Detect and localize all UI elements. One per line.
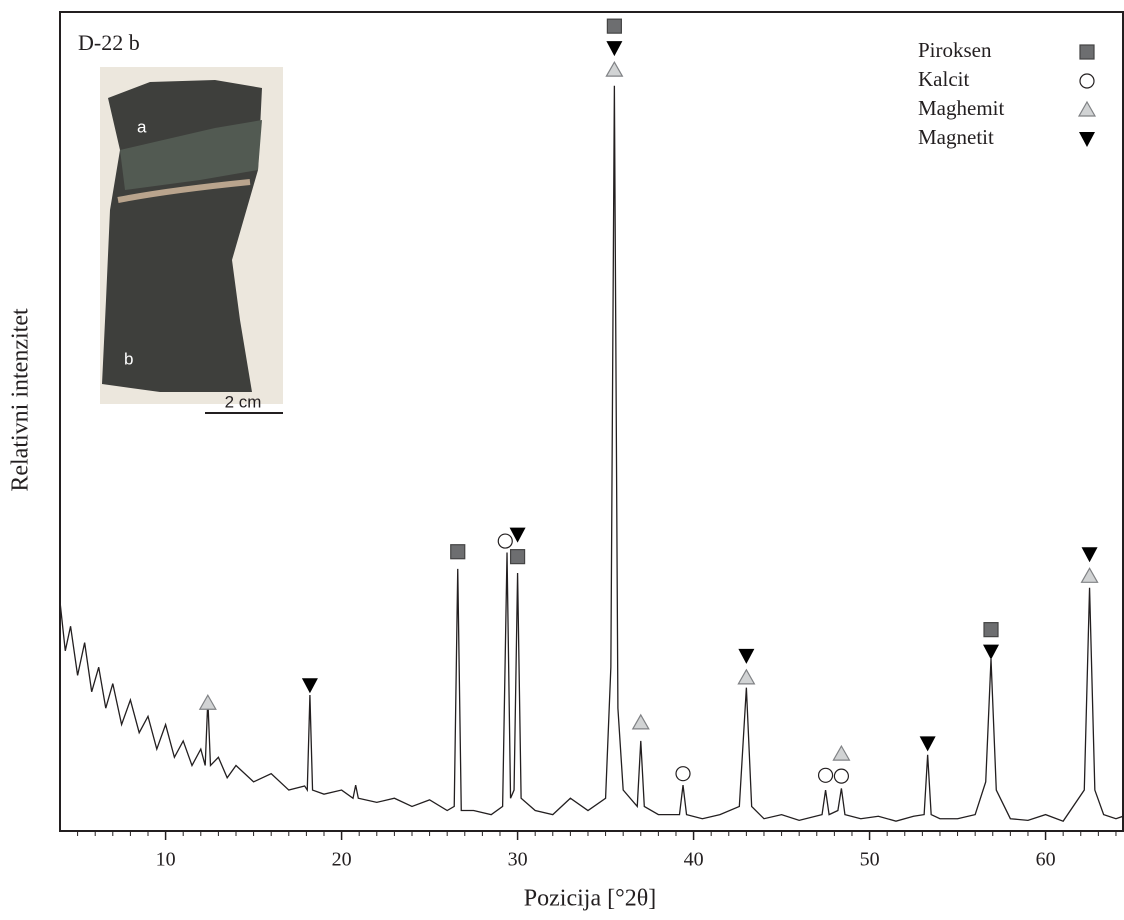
- x-tick-label: 40: [684, 849, 704, 871]
- phase-symbol: [983, 644, 1000, 660]
- phase-symbol: [198, 694, 217, 710]
- phase-symbol: [509, 527, 526, 543]
- legend-label: Piroksen: [918, 38, 992, 62]
- chart-title: D-22 b: [78, 30, 140, 55]
- inset-photo: a b 2 cm: [100, 67, 283, 414]
- phase-symbol: [737, 668, 756, 685]
- phase-symbol: [301, 678, 318, 694]
- phase-symbol: [817, 767, 834, 783]
- phase-symbol: [606, 41, 623, 57]
- phase-symbol: [919, 736, 936, 752]
- x-tick-label: 50: [860, 849, 880, 871]
- phase-symbol: [605, 60, 624, 77]
- phase-symbol: [606, 18, 622, 34]
- inset-label: a: [137, 117, 147, 136]
- phase-symbol: [738, 648, 755, 664]
- phase-symbol: [1079, 73, 1095, 89]
- rock-vein: [117, 179, 251, 203]
- y-axis-label: Relativni intenzitet: [8, 308, 34, 492]
- legend-label: Magnetit: [918, 125, 994, 149]
- legend-label: Maghemit: [918, 96, 1004, 120]
- phase-symbol: [1079, 44, 1095, 60]
- x-axis-label: Pozicija [°2θ]: [524, 886, 656, 912]
- plot-area: [60, 85, 1123, 822]
- legend-label: Kalcit: [918, 67, 969, 91]
- x-tick-label: 10: [156, 849, 176, 871]
- x-tick-label: 60: [1036, 849, 1056, 871]
- phase-symbol: [450, 544, 466, 560]
- rock-layer: [120, 120, 262, 190]
- phase-symbol: [509, 549, 526, 565]
- phase-symbol: [631, 713, 650, 730]
- scale-label: 2 cm: [225, 392, 262, 411]
- plot-frame: [59, 11, 1124, 832]
- phase-symbol: [1080, 567, 1099, 583]
- inset-label: b: [124, 349, 133, 368]
- x-tick-label: 30: [508, 849, 528, 871]
- phase-symbol: [497, 533, 513, 549]
- phase-symbol: [832, 744, 851, 761]
- phase-symbol: [983, 622, 999, 638]
- phase-symbol: [675, 766, 691, 782]
- phase-symbol: [1079, 132, 1095, 147]
- x-tick-label: 20: [332, 849, 352, 871]
- phase-symbol: [833, 768, 850, 784]
- phase-symbol: [1077, 100, 1097, 117]
- pattern-line: [60, 85, 1123, 822]
- phase-symbol: [1081, 547, 1098, 563]
